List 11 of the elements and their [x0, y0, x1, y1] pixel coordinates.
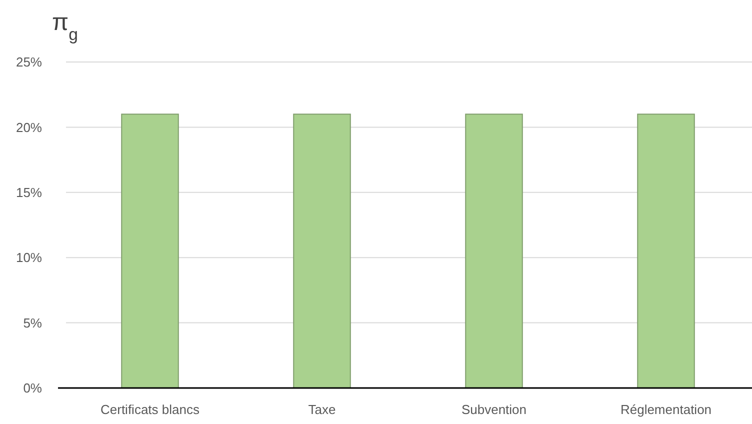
- y-tick-label: 20%: [16, 120, 42, 135]
- x-tick-label: Certificats blancs: [100, 402, 200, 417]
- y-tick-label: 10%: [16, 250, 42, 266]
- x-tick-label: Réglementation: [620, 402, 712, 417]
- x-tick-label: Taxe: [308, 402, 336, 417]
- y-tick-label: 15%: [16, 184, 42, 200]
- y-tick-label: 5%: [23, 315, 42, 330]
- x-tick-label: Subvention: [461, 402, 527, 417]
- chart-title: π$_{g}$: [52, 9, 78, 44]
- y-tick-label: 25%: [16, 54, 42, 70]
- y-tick-label: 0%: [23, 380, 42, 396]
